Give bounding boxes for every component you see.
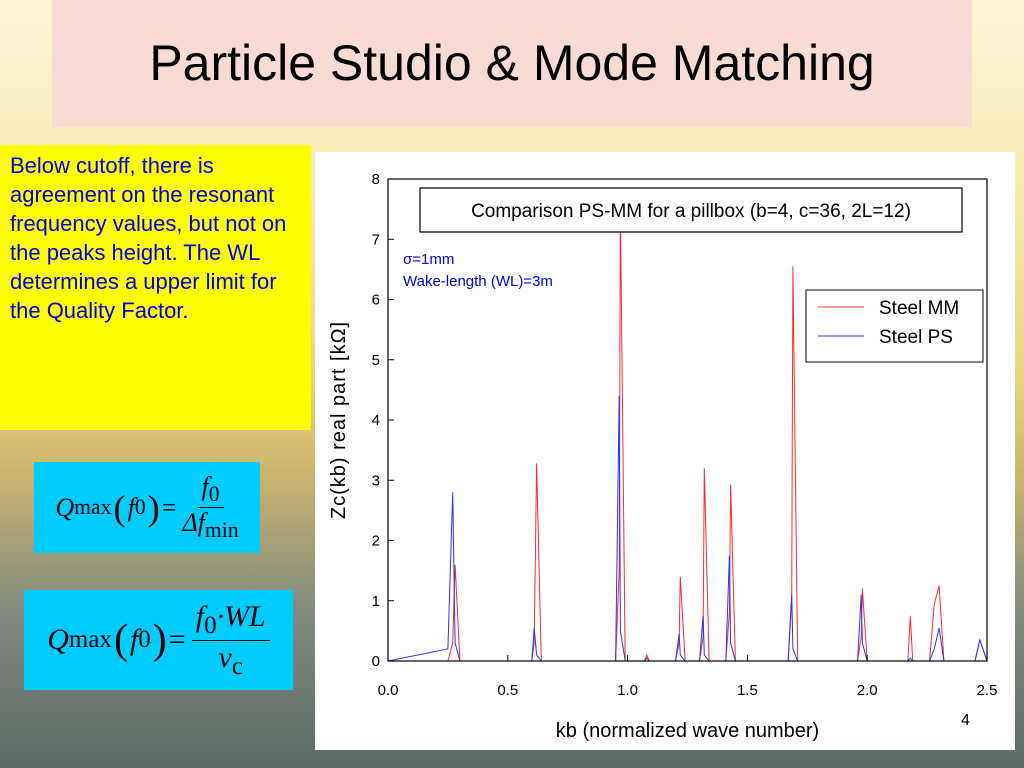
y-tick-label: 7 (372, 231, 380, 248)
plot-frame (387, 178, 988, 662)
formula-text: f (127, 492, 135, 522)
formula-text: Δf (182, 508, 205, 537)
y-tick-label: 6 (372, 292, 380, 309)
formula-sub: 0 (138, 626, 151, 653)
formula-sub: min (204, 518, 239, 543)
y-axis-label: Zc(kb) real part [kΩ] (328, 321, 350, 519)
fraction: f0 Δfmin (182, 472, 238, 543)
legend-label: Steel MM (879, 298, 959, 319)
annotation: Comparison PS-MM for a pillbox (b=4, c=3… (471, 201, 911, 222)
formula-text: ·WL (216, 599, 266, 633)
numerator: f0 (197, 471, 224, 508)
formula-sub: 0 (204, 611, 217, 639)
annotation: σ=1mm (403, 251, 454, 268)
denominator: νc (219, 641, 243, 681)
legend-box (805, 289, 984, 363)
legend-label: Steel PS (879, 327, 953, 348)
annotation-box (419, 187, 963, 233)
formula-sub: 0 (134, 495, 146, 519)
x-axis-label: kb (normalized wave number) (556, 720, 819, 742)
body-text: Below cutoff, there is agreement on the … (0, 145, 311, 430)
x-tick-label: 1.0 (617, 682, 638, 699)
formula-sub: max (68, 626, 112, 653)
formula-text: Q (55, 492, 75, 522)
x-tick-label: 0.0 (378, 682, 399, 699)
annotation: Wake-length (WL)=3m (403, 273, 553, 290)
page-number: 4 (961, 712, 970, 729)
formula-text: f (201, 471, 209, 501)
numerator: f0·WL (191, 599, 270, 641)
chart-panel: 0 1 2 3 4 5 6 7 8 0.0 0.5 1.0 1.5 2.0 2.5 kb (normalize… (315, 152, 1015, 750)
y-tick-label: 4 (372, 412, 380, 429)
y-tick-label: 3 (372, 472, 380, 489)
series-line (388, 209, 987, 661)
series-line (388, 395, 987, 661)
x-tick-label: 1.5 (737, 682, 758, 699)
formula-text: ) (147, 487, 160, 528)
y-tick-label: 5 (372, 352, 380, 369)
x-tick-label: 2.0 (857, 682, 878, 699)
slide-title: Particle Studio & Mode Matching (52, 0, 972, 127)
denominator: Δfmin (182, 508, 238, 543)
y-tick-label: 2 (372, 533, 380, 550)
y-tick-label: 1 (372, 593, 380, 610)
chart: 0 1 2 3 4 5 6 7 8 0.0 0.5 1.0 1.5 2.0 2.5 kb (normalize… (328, 171, 998, 742)
formula-text: f (195, 599, 205, 633)
formula-text: f (129, 623, 139, 656)
formula-text: = (161, 492, 177, 522)
fraction: f0·WL νc (191, 599, 270, 681)
formula-sub: max (74, 495, 112, 519)
y-tick-label: 8 (372, 171, 380, 188)
x-tick-label: 0.5 (497, 682, 518, 699)
formula-text: Q (47, 623, 69, 656)
formula-text: ) (152, 617, 167, 663)
formula-sub: 0 (208, 482, 220, 506)
y-tick-label: 0 (372, 653, 380, 670)
x-tick-label: 2.5 (977, 682, 998, 699)
formula-sub: c (231, 652, 243, 680)
formula-text: ( (113, 487, 126, 528)
formula-text: = (168, 623, 186, 656)
formula-text: ( (113, 617, 128, 663)
formula-text: ν (218, 640, 232, 674)
